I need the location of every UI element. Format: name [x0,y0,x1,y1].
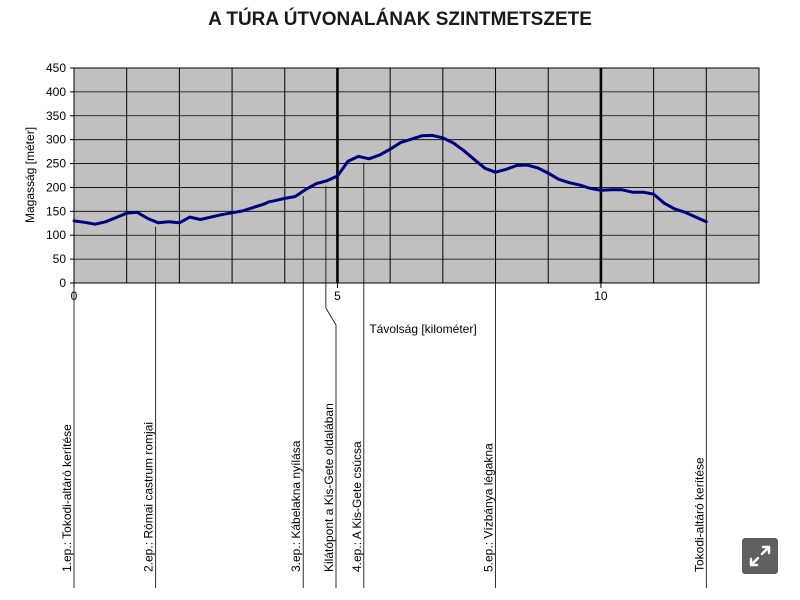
y-tick-label-6: 300 [46,133,66,147]
elevation-point [483,167,487,170]
elevation-point [494,170,497,174]
elevation-point [220,213,223,216]
elevation-point [346,159,350,163]
y-tick-label-7: 350 [46,109,66,123]
elevation-point [620,188,624,192]
elevation-point [578,183,582,187]
station-label-3: Kilátópont a Kis-Gete oldalában [322,403,336,572]
elevation-point [515,164,518,167]
elevation-point [209,215,213,219]
x-tick-label-1: 5 [334,289,341,303]
elevation-point [705,220,708,224]
elevation-point [157,221,160,224]
plot-area [73,67,760,284]
y-tick-label-2: 100 [46,228,66,242]
elevation-point [336,174,339,178]
expand-button[interactable] [742,538,778,574]
elevation-point [504,168,508,171]
elevation-line-0 [72,133,708,226]
elevation-point [420,134,423,138]
elevation-point [199,218,202,221]
y-tick-label-8: 400 [46,85,66,99]
elevation-point [273,199,276,203]
elevation-point [93,223,97,226]
elevation-point [136,211,139,214]
elevation-point [473,158,476,161]
elevation-point [357,155,360,158]
elevation-point [388,148,392,151]
y-axis-label: Magasság [méter] [23,127,37,223]
elevation-point [114,216,118,219]
elevation-point [684,211,687,214]
elevation-point [589,187,592,190]
elevation-point [568,181,571,184]
elevation-point [188,215,192,219]
elevation-point [367,157,371,160]
elevation-point [294,195,297,198]
elevation-point [525,163,529,167]
elevation-point [694,215,697,219]
elevation-point [230,211,234,214]
elevation-point [304,188,308,191]
elevation-point [399,141,402,144]
station-label-4: 4.ep.: A Kis-Gete csúcsa [350,441,364,572]
elevation-point [315,182,318,185]
elevation-point [325,179,329,182]
elevation-point [410,137,413,141]
elevation-point [83,221,86,224]
station-label-5: 5.ep.: Vízbánya légakna [482,443,496,572]
station-label-1: 2.ep.: Római castrum romjai [142,422,156,572]
y-tick-label-4: 200 [46,180,66,194]
elevation-point [536,166,539,170]
y-tick-label-0: 0 [59,276,66,290]
elevation-point [146,217,149,220]
elevation-point [378,153,381,157]
elevation-point [641,191,645,194]
y-tick-label-1: 50 [53,252,67,266]
elevation-point [178,221,181,224]
elevation-point [104,220,107,224]
station-label-0: 1.ep.: Tokodi-altáró kerítése [60,424,74,572]
chart-title: A TÚRA ÚTVONALÁNAK SZINTMETSZETE [208,8,592,30]
elevation-point [72,219,76,223]
station-label-2: 3.ep.: Kábelakna nyílása [289,440,303,572]
elevation-point [462,149,466,152]
elevation-point [125,212,128,215]
y-tick-label-5: 250 [46,157,66,171]
elevation-point [631,191,634,194]
elevation-point [452,141,455,145]
elevation-point [167,220,171,224]
elevation-point [557,178,560,181]
elevation-point [599,189,603,192]
elevation-point [251,206,255,209]
expand-icon [749,545,771,567]
station-label-6: Tokodi-altáró kerítése [692,457,706,572]
series-layer [72,133,708,226]
elevation-point [610,188,613,192]
elevation-point [283,197,286,200]
elevation-point [547,171,550,175]
elevation-point [262,202,265,206]
elevation-point [441,136,445,139]
y-tick-label-9: 450 [46,61,66,75]
elevation-point [673,207,676,211]
x-axis-label: Távolság [kilométer] [369,322,476,336]
elevation-point [652,192,655,196]
elevation-point [431,134,434,137]
elevation-point [267,200,271,203]
station-line-3 [325,186,337,588]
y-tick-label-3: 150 [46,204,66,218]
elevation-point [662,202,666,205]
x-tick-label-2: 10 [594,289,608,303]
station-layer: 1.ep.: Tokodi-altáró kerítése 2.ep.: Róma… [60,162,707,588]
elevation-point [241,209,244,213]
